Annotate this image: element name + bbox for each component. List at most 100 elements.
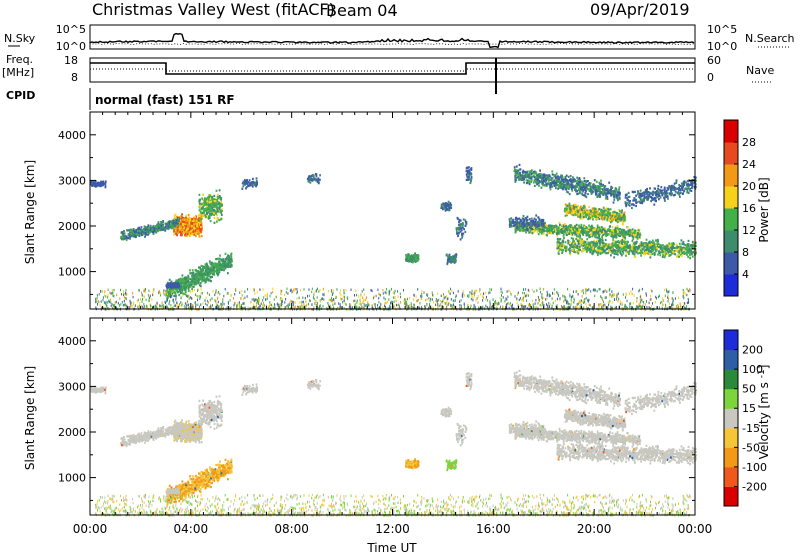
power-cell (141, 231, 144, 234)
power-cell (175, 221, 178, 225)
power-cell (174, 220, 176, 223)
power-cell (528, 180, 530, 183)
power-cell (167, 227, 170, 230)
power-cell (528, 170, 531, 173)
power-cell (144, 228, 147, 231)
power-cell (641, 194, 643, 198)
power-cell (612, 229, 614, 232)
power-cell (202, 198, 204, 201)
power-cell (554, 177, 557, 180)
power-cell (470, 173, 472, 176)
power-cell (583, 180, 586, 183)
power-cell (459, 223, 462, 226)
power-cell (536, 183, 538, 186)
power-cell (632, 235, 635, 239)
power-cell (565, 208, 568, 211)
power-cell (204, 273, 206, 276)
power-cell (417, 257, 419, 260)
power-cell (691, 184, 694, 187)
power-cell (182, 286, 184, 289)
power-cell (635, 194, 637, 197)
power-cell (545, 174, 547, 177)
power-cell (192, 219, 194, 222)
power-cell (595, 217, 597, 220)
power-cell (587, 233, 589, 236)
power-cell (526, 174, 529, 177)
power-cell (577, 178, 580, 181)
power-cell (576, 182, 579, 185)
power-cell (460, 222, 463, 226)
power-cell (578, 185, 581, 188)
power-cell (570, 186, 573, 189)
power-cell (205, 265, 208, 268)
power-cell (514, 175, 517, 178)
power-cell (606, 219, 609, 222)
power-cell (173, 233, 176, 236)
power-cell (469, 178, 472, 181)
power-cell (215, 203, 218, 207)
power-cell (544, 221, 546, 225)
power-cell (191, 225, 193, 228)
power-cell (155, 225, 158, 229)
power-cell (582, 206, 585, 209)
power-cell (218, 205, 221, 209)
power-cell (466, 172, 469, 175)
power-cell (185, 220, 188, 223)
power-cell (562, 226, 565, 229)
power-cell (603, 215, 606, 218)
power-cell (542, 228, 545, 232)
power-cell (611, 226, 614, 229)
power-cell (608, 190, 611, 193)
power-cell (632, 191, 635, 194)
power-cell (190, 272, 193, 275)
power-cell (637, 191, 640, 194)
power-cell (220, 258, 223, 261)
power-cell (535, 224, 538, 227)
power-cell (460, 227, 463, 230)
power-cell (194, 235, 197, 238)
power-cell (642, 191, 645, 194)
power-cell (193, 227, 195, 230)
power-cell (193, 275, 196, 278)
power-cell (640, 192, 643, 195)
power-cell (604, 233, 606, 236)
power-cell (134, 235, 136, 238)
power-cell (177, 285, 180, 288)
power-cell (536, 230, 539, 233)
power-cell (589, 210, 592, 213)
power-cell (188, 216, 191, 219)
power-cell (588, 210, 591, 213)
power-cell (663, 191, 666, 194)
power-cell (583, 231, 585, 234)
power-cell (195, 223, 198, 227)
power-cell (218, 267, 221, 270)
power-cell (617, 192, 620, 195)
power-cell (613, 190, 615, 193)
power-cell (169, 283, 172, 286)
power-cell (125, 236, 128, 239)
power-cell (182, 282, 185, 286)
power-cell (157, 226, 160, 229)
power-cell (311, 173, 314, 177)
power-cell (201, 216, 204, 219)
power-cell (545, 177, 547, 180)
power-cell (187, 287, 190, 290)
power-cell (541, 174, 543, 177)
power-cell (196, 231, 199, 234)
power-cell (633, 204, 635, 207)
power-cell (598, 229, 601, 232)
power-cell (528, 173, 531, 176)
power-cell (162, 225, 164, 228)
power-cell (525, 175, 527, 179)
power-cell (521, 171, 524, 174)
power-cell (180, 277, 182, 280)
power-cell (92, 181, 95, 184)
power-cell (587, 217, 590, 221)
power-cell (601, 184, 604, 187)
power-cell (599, 183, 601, 186)
power-cell (592, 218, 594, 221)
power-cell (542, 182, 545, 185)
power-cell (589, 182, 592, 185)
power-cell (520, 174, 522, 177)
power-cell (249, 182, 251, 185)
